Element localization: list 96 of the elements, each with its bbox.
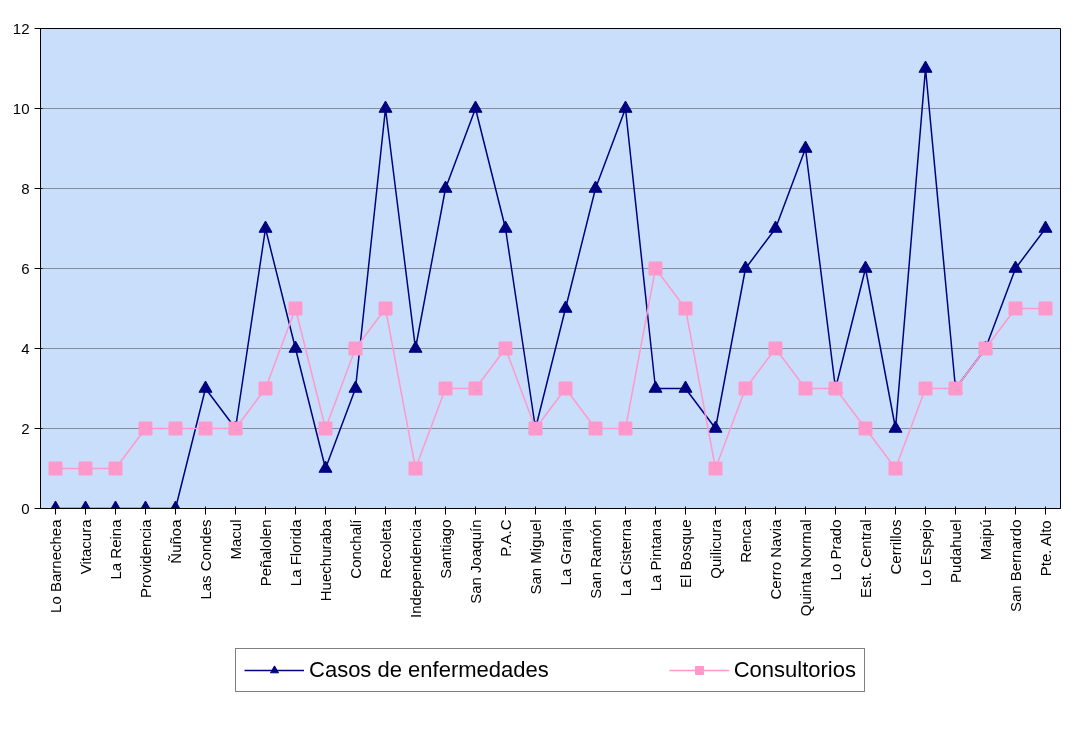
point	[768, 341, 783, 356]
x-tick-label: Vitacura	[77, 518, 94, 575]
point	[588, 180, 603, 193]
point	[918, 381, 933, 396]
x-tick-label: La Cisterna	[617, 518, 634, 597]
x-tick-label: Est. Central	[857, 519, 874, 598]
x-tick-label: San Ramón	[587, 519, 604, 599]
y-tick-label: 12	[12, 19, 30, 37]
point	[858, 260, 873, 273]
x-tick-label: Huechuraba	[317, 518, 334, 602]
y-tick-label: 10	[12, 99, 30, 117]
point	[1008, 260, 1023, 273]
point	[258, 220, 273, 233]
y-tick-label: 2	[21, 419, 30, 437]
y-tick-label: 8	[21, 179, 30, 197]
point	[888, 461, 903, 476]
point	[918, 60, 933, 73]
point	[108, 461, 123, 476]
x-tick-label: La Reina	[107, 518, 124, 580]
point	[258, 381, 273, 396]
point	[618, 421, 633, 436]
point	[708, 420, 723, 433]
point	[648, 380, 663, 393]
x-tick-label: San Miguel	[527, 519, 544, 595]
x-tick-label: Providencia	[137, 518, 154, 598]
point	[558, 300, 573, 313]
point	[1038, 301, 1053, 316]
point	[438, 180, 453, 193]
x-tick-label: Maipú	[977, 519, 994, 561]
y-tick-label: 6	[21, 259, 30, 277]
point	[318, 460, 333, 473]
point	[768, 220, 783, 233]
x-tick-label: Pte. Alto	[1037, 520, 1054, 577]
point	[678, 380, 693, 393]
x-tick-label: Peñalolen	[257, 519, 274, 587]
point	[798, 140, 813, 153]
x-tick-label: Quinta Normal	[797, 519, 814, 617]
x-tick-label: Renca	[737, 518, 754, 563]
point	[738, 260, 753, 273]
point	[138, 421, 153, 436]
point	[408, 461, 423, 476]
x-tick-label: Independencia	[407, 518, 424, 618]
point	[288, 340, 303, 353]
point	[498, 341, 513, 356]
point	[288, 301, 303, 316]
point	[468, 381, 483, 396]
x-tick-label: Las Condes	[197, 519, 214, 600]
x-tick-label: Lo Barnechea	[47, 518, 64, 613]
point	[408, 340, 423, 353]
point	[588, 421, 603, 436]
x-tick-label: Lo Espejo	[917, 519, 934, 587]
point	[198, 380, 213, 393]
point	[708, 461, 723, 476]
x-tick-label: San Joaquín	[467, 519, 484, 604]
point	[438, 381, 453, 396]
point	[558, 381, 573, 396]
x-tick-label: Cerro Navia	[767, 518, 784, 600]
x-tick-label: Macul	[227, 519, 244, 560]
x-tick-label: Ñuñoa	[167, 518, 184, 564]
point	[378, 100, 393, 113]
x-tick-label: Quilicura	[707, 518, 724, 579]
point	[378, 301, 393, 316]
point	[318, 421, 333, 436]
x-tick-label: P.A.C	[497, 519, 514, 557]
point	[348, 341, 363, 356]
x-tick-label: La Pintana	[647, 518, 664, 592]
point	[678, 301, 693, 316]
legend-label: Consultorios	[733, 657, 856, 683]
point	[858, 421, 873, 436]
point	[888, 420, 903, 433]
x-tick-label: San Bernardo	[1007, 519, 1024, 613]
x-tick-label: El Bosque	[677, 519, 694, 588]
x-tick-label: Conchalí	[347, 518, 364, 579]
x-tick-label: Pudahuel	[947, 519, 964, 583]
x-tick-label: Recoleta	[377, 518, 394, 579]
point	[1038, 220, 1053, 233]
point	[348, 380, 363, 393]
point	[798, 381, 813, 396]
point	[468, 100, 483, 113]
point	[1008, 301, 1023, 316]
point	[648, 261, 663, 276]
point	[48, 461, 63, 476]
point	[198, 421, 213, 436]
y-tick-label: 0	[21, 499, 30, 517]
y-tick-label: 4	[21, 339, 30, 357]
legend-label: Casos de enfermedades	[309, 657, 549, 683]
x-tick-label: La Granja	[557, 518, 574, 586]
x-tick-label: Lo Prado	[827, 519, 844, 581]
point	[498, 220, 513, 233]
point	[78, 461, 93, 476]
point	[618, 100, 633, 113]
x-tick-label: La Florida	[287, 518, 304, 587]
point	[168, 421, 183, 436]
x-tick-label: Santiago	[437, 519, 454, 579]
point	[738, 381, 753, 396]
x-tick-label: Cerrillos	[887, 519, 904, 575]
